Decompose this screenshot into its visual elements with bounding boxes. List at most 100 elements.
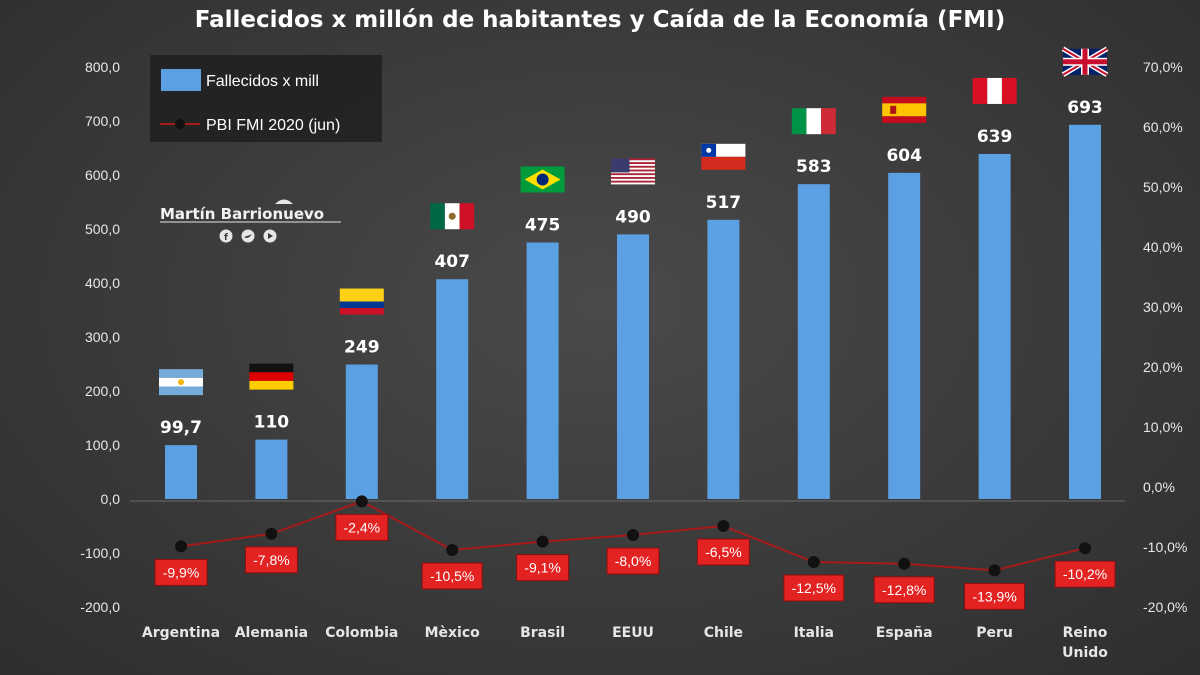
pbi-value-label: -6,5% — [696, 538, 750, 566]
left-axis-tick: -100,0 — [80, 545, 120, 561]
left-axis-tick: 500,0 — [85, 221, 120, 237]
left-axis-tick: -200,0 — [80, 599, 120, 615]
argentina-flag-icon — [159, 369, 203, 396]
italy-flag-icon — [791, 108, 836, 135]
pbi-marker — [446, 544, 459, 556]
pbi-value-label: -12,8% — [873, 576, 935, 604]
pbi-marker — [627, 529, 639, 541]
category-label: EEUU — [612, 625, 654, 641]
category-label: Argentina — [142, 625, 220, 641]
right-axis: 70,0% 60,0% 50,0% 40,0% 30,0% 20,0% 10,0% 0,0% -… — [1143, 59, 1187, 615]
chile-flag-icon — [701, 143, 746, 170]
bar-value-label: 99,7 — [160, 418, 202, 438]
svg-text:-9,9%: -9,9% — [163, 564, 200, 580]
svg-text:-6,5%: -6,5% — [705, 544, 742, 560]
bar — [888, 172, 921, 499]
svg-text:-13,9%: -13,9% — [972, 588, 1016, 604]
right-axis-tick: -10,0% — [1143, 539, 1187, 555]
bar-value-label: 693 — [1067, 98, 1103, 118]
bar — [617, 234, 649, 499]
bar — [165, 445, 197, 499]
right-axis-tick: 70,0% — [1143, 59, 1183, 75]
left-axis: 800,0 700,0 600,0 500,0 400,0 300,0 200,0 100,0… — [80, 59, 120, 615]
left-axis-tick: 400,0 — [85, 275, 120, 291]
pbi-marker — [717, 520, 730, 532]
right-axis-tick: 50,0% — [1143, 179, 1183, 195]
youtube-icon — [263, 229, 277, 243]
pbi-value-label: -12,5% — [783, 574, 845, 602]
uk-flag-icon — [1061, 46, 1109, 77]
legend-label-fallecidos: Fallecidos x mill — [206, 73, 319, 90]
bar-series — [165, 124, 1101, 499]
right-axis-tick: -20,0% — [1143, 599, 1187, 615]
pbi-value-label: -8,0% — [606, 547, 660, 575]
category-label: Reino Unido — [1062, 625, 1108, 661]
bar — [1069, 124, 1101, 499]
facebook-icon: f — [219, 229, 233, 243]
category-label: España — [876, 625, 933, 641]
bar-value-label: 639 — [977, 127, 1013, 147]
right-axis-tick: 0,0% — [1143, 479, 1175, 495]
svg-text:-2,4%: -2,4% — [344, 519, 381, 535]
pbi-marker — [355, 495, 368, 508]
right-axis-tick: 40,0% — [1143, 239, 1183, 255]
bar — [526, 242, 559, 499]
bar-value-label: 475 — [525, 216, 561, 236]
svg-text:-10,2%: -10,2% — [1063, 566, 1107, 582]
bar-value-label: 517 — [706, 193, 742, 213]
pbi-marker — [988, 564, 1001, 577]
bar-value-label: 604 — [886, 146, 922, 166]
usa-flag-icon — [611, 158, 655, 185]
bar-value-label: 583 — [796, 157, 832, 177]
left-axis-tick: 800,0 — [85, 59, 120, 75]
left-axis-tick: 600,0 — [85, 167, 120, 183]
pbi-marker — [898, 557, 911, 570]
pbi-line-series: -9,9% -7,8% -2,4% -10,5% -9,1% -8,0% -6,5% -12,… — [154, 495, 1116, 610]
category-label: Peru — [976, 625, 1013, 641]
pbi-value-label: -9,9% — [154, 558, 208, 586]
legend-label-pbi: PBI FMI 2020 (jun) — [206, 117, 340, 134]
chart-title: Fallecidos x millón de habitantes y Caíd… — [195, 7, 1006, 33]
left-axis-tick: 200,0 — [85, 383, 120, 399]
bar — [436, 279, 469, 499]
category-labels: Argentina Alemania Colombia Mèxico Brasil EEU… — [142, 625, 1108, 661]
bar-value-labels: 99,7 110 249 407 475 490 517 583 604 639 693 — [160, 98, 1103, 438]
bar-value-label: 249 — [344, 338, 380, 358]
bar — [707, 219, 740, 499]
left-axis-tick: 100,0 — [85, 437, 120, 453]
legend: Fallecidos x mill PBI FMI 2020 (jun) — [150, 55, 382, 142]
category-label: Colombia — [325, 625, 398, 641]
left-axis-tick: 300,0 — [85, 329, 120, 345]
pbi-marker — [536, 535, 549, 548]
author-logo-arc-icon — [275, 199, 293, 204]
right-axis-tick: 60,0% — [1143, 119, 1183, 135]
pbi-value-label: -13,9% — [964, 582, 1026, 610]
colombia-flag-icon — [339, 288, 384, 315]
bar — [797, 184, 830, 499]
svg-text:f: f — [224, 233, 228, 243]
right-axis-tick: 20,0% — [1143, 359, 1183, 375]
pbi-value-label: -10,5% — [421, 562, 483, 590]
svg-text:-10,5%: -10,5% — [430, 568, 474, 584]
svg-text:-7,8%: -7,8% — [253, 552, 290, 568]
svg-text:-12,5%: -12,5% — [792, 580, 836, 596]
legend-bar-swatch — [161, 69, 201, 91]
category-label: Alemania — [235, 625, 308, 641]
category-label: Mèxico — [425, 625, 481, 641]
pbi-marker — [807, 556, 820, 568]
svg-text:-12,8%: -12,8% — [882, 582, 926, 598]
pbi-value-label: -9,1% — [516, 554, 570, 582]
legend-line-marker — [175, 119, 185, 129]
bar-value-label: 110 — [254, 413, 290, 433]
category-label: Chile — [704, 625, 743, 641]
pbi-value-label: -2,4% — [335, 513, 389, 541]
bar — [978, 153, 1011, 499]
left-axis-tick: 700,0 — [85, 113, 120, 129]
bar-value-label: 490 — [615, 207, 651, 227]
germany-flag-icon — [249, 363, 294, 390]
peru-flag-icon — [972, 77, 1017, 104]
twitter-icon — [241, 229, 255, 243]
category-label: Italia — [794, 625, 834, 641]
pbi-marker — [265, 527, 278, 540]
